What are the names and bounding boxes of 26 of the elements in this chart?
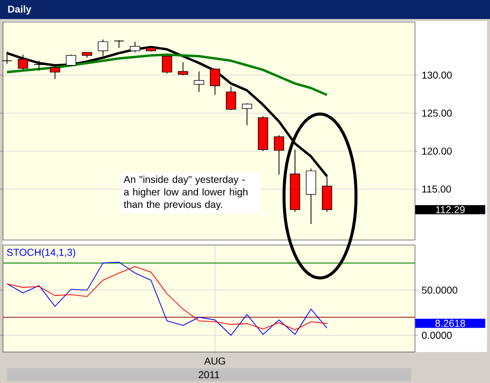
annotation: An "inside day" yesterday - a higher low and lower high than the previous day. — [124, 176, 248, 210]
candlestick — [18, 54, 28, 72]
candlestick — [178, 62, 188, 76]
y-tick-label: 50.0000 — [422, 286, 458, 294]
candlestick — [306, 168, 316, 224]
y-tick-label: 125.00 — [422, 110, 452, 117]
candlestick — [210, 68, 220, 96]
candlestick — [242, 102, 252, 126]
text: 2011 — [198, 371, 220, 378]
candlestick — [66, 54, 76, 66]
candlestick — [50, 66, 60, 80]
y-tick-label: 0.0000 — [422, 332, 452, 339]
x-tick-label: AUG — [204, 358, 226, 365]
candlestick — [34, 60, 44, 72]
candlestick — [226, 86, 236, 111]
text: 112.29 — [436, 206, 465, 214]
candlestick — [274, 134, 284, 176]
chart-title: STOCH(14,1,3) — [6, 248, 76, 258]
candlestick — [162, 56, 172, 74]
y-tick-label: 130.00 — [422, 72, 452, 79]
candlestick — [194, 70, 204, 92]
chart-title: Daily — [8, 5, 32, 15]
text: 8.2618 — [435, 320, 466, 327]
y-tick-label: 120.00 — [422, 148, 452, 155]
candlestick — [114, 40, 124, 48]
y-tick-label: 115.00 — [422, 186, 451, 193]
